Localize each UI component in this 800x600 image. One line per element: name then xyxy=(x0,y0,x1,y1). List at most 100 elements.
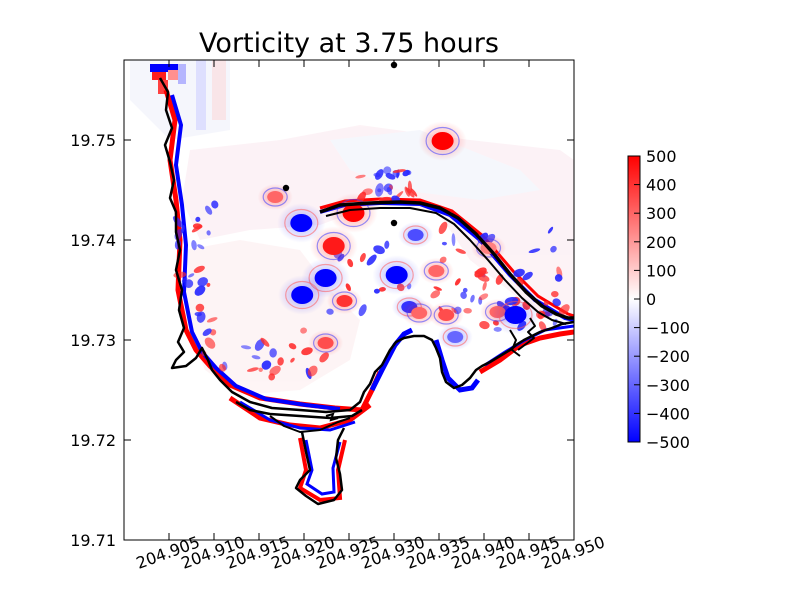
small-eddy xyxy=(383,166,392,175)
chart-title: Vorticity at 3.75 hours xyxy=(199,28,499,59)
small-eddy xyxy=(441,241,447,246)
small-eddy xyxy=(558,304,570,316)
small-eddy xyxy=(375,183,384,197)
observation-points xyxy=(282,61,398,227)
small-eddy xyxy=(307,365,318,377)
small-eddy xyxy=(188,273,195,278)
small-eddy xyxy=(247,367,259,372)
plot-area xyxy=(124,60,574,540)
small-eddy xyxy=(463,307,472,314)
vortex-core xyxy=(336,295,353,307)
small-eddy xyxy=(551,290,559,298)
small-eddy xyxy=(362,188,373,196)
small-eddy xyxy=(194,285,206,296)
y-tick-label: 19.74 xyxy=(70,231,116,250)
vortex-ring xyxy=(379,260,414,290)
small-eddy xyxy=(550,245,557,253)
small-eddy xyxy=(528,248,541,254)
vortex-ring xyxy=(498,300,533,330)
vortex-core xyxy=(428,265,445,277)
colorbar-tick-label: −400 xyxy=(646,404,690,423)
small-eddy xyxy=(197,277,208,287)
vortex-core xyxy=(385,266,408,284)
small-eddy xyxy=(359,252,366,263)
colorbar-tick-label: −300 xyxy=(646,376,690,395)
vortex-ring xyxy=(442,327,468,347)
small-eddy xyxy=(410,188,418,197)
small-eddy xyxy=(355,174,366,179)
vortex-core xyxy=(411,307,428,319)
small-eddy xyxy=(269,365,281,376)
y-tick-label: 19.73 xyxy=(70,331,116,350)
small-eddy xyxy=(300,327,307,334)
small-eddy xyxy=(301,347,313,356)
y-tick-label: 19.72 xyxy=(70,431,116,450)
small-eddy xyxy=(451,233,456,247)
small-eddy xyxy=(552,298,561,307)
colorbar-tick-label: 200 xyxy=(646,233,677,252)
vortex-ring xyxy=(313,333,339,353)
small-eddy xyxy=(195,216,201,222)
small-eddy xyxy=(470,294,475,303)
small-eddy xyxy=(478,293,489,301)
vortex-layer xyxy=(257,121,540,357)
small-eddy xyxy=(269,348,277,358)
vortex-core xyxy=(290,214,313,232)
small-eddy xyxy=(373,245,385,255)
observation-point xyxy=(282,184,290,192)
vortex-core xyxy=(342,204,365,222)
small-eddy xyxy=(191,239,197,251)
small-eddy xyxy=(404,186,410,197)
small-eddy xyxy=(261,360,272,370)
small-eddy xyxy=(406,170,412,176)
small-eddy xyxy=(373,288,380,294)
small-eddy xyxy=(386,187,393,196)
small-eddy xyxy=(196,311,206,323)
vortex-core xyxy=(447,331,464,343)
small-eddy xyxy=(538,321,547,332)
small-eddy xyxy=(384,240,390,249)
colorbar-tick-label: 500 xyxy=(646,147,677,166)
vortex-ring xyxy=(262,187,288,207)
vortex-core xyxy=(291,286,314,304)
small-eddy xyxy=(358,304,367,317)
vortex-core xyxy=(431,132,454,150)
vortex-core xyxy=(438,309,455,321)
small-eddy xyxy=(204,337,216,349)
vortex-ring xyxy=(316,231,351,261)
vortex-ring xyxy=(406,303,432,323)
small-eddy xyxy=(197,244,205,250)
small-eddy xyxy=(206,282,211,287)
small-eddy xyxy=(477,274,490,282)
vortex-ring xyxy=(423,261,449,281)
small-eddy xyxy=(474,270,489,275)
small-eddy xyxy=(184,279,194,288)
small-eddy xyxy=(195,303,205,312)
y-tick-label: 19.75 xyxy=(70,131,116,150)
small-eddy xyxy=(206,317,218,323)
small-eddy xyxy=(260,337,270,347)
colorbar-tick-label: −200 xyxy=(646,347,690,366)
colorbar-tick-label: −100 xyxy=(646,319,690,338)
colorbar: 500 400 300 200 100 0 −100 −200 −300 −400 −500 xyxy=(627,147,690,452)
vortex-core xyxy=(322,237,345,255)
small-eddy xyxy=(206,230,211,236)
small-eddy xyxy=(218,363,226,372)
small-eddy xyxy=(482,281,487,291)
colorbar-tick-label: −500 xyxy=(646,433,690,452)
small-eddy xyxy=(543,300,549,306)
small-eddy xyxy=(433,286,442,291)
harbour-detail xyxy=(325,412,339,422)
colorbar-ticks: 500 400 300 200 100 0 −100 −200 −300 −400 −500 xyxy=(634,147,690,452)
small-eddy xyxy=(366,254,377,266)
colorbar-tick-label: 300 xyxy=(646,204,677,223)
small-eddy xyxy=(392,169,406,173)
small-eddy xyxy=(288,343,297,350)
vortex-core xyxy=(317,337,334,349)
small-eddy xyxy=(202,328,212,337)
small-eddy xyxy=(251,355,261,360)
small-eddy xyxy=(455,248,466,254)
small-eddy xyxy=(277,357,284,366)
small-eddy xyxy=(181,277,188,283)
vortex-ring xyxy=(285,280,320,310)
